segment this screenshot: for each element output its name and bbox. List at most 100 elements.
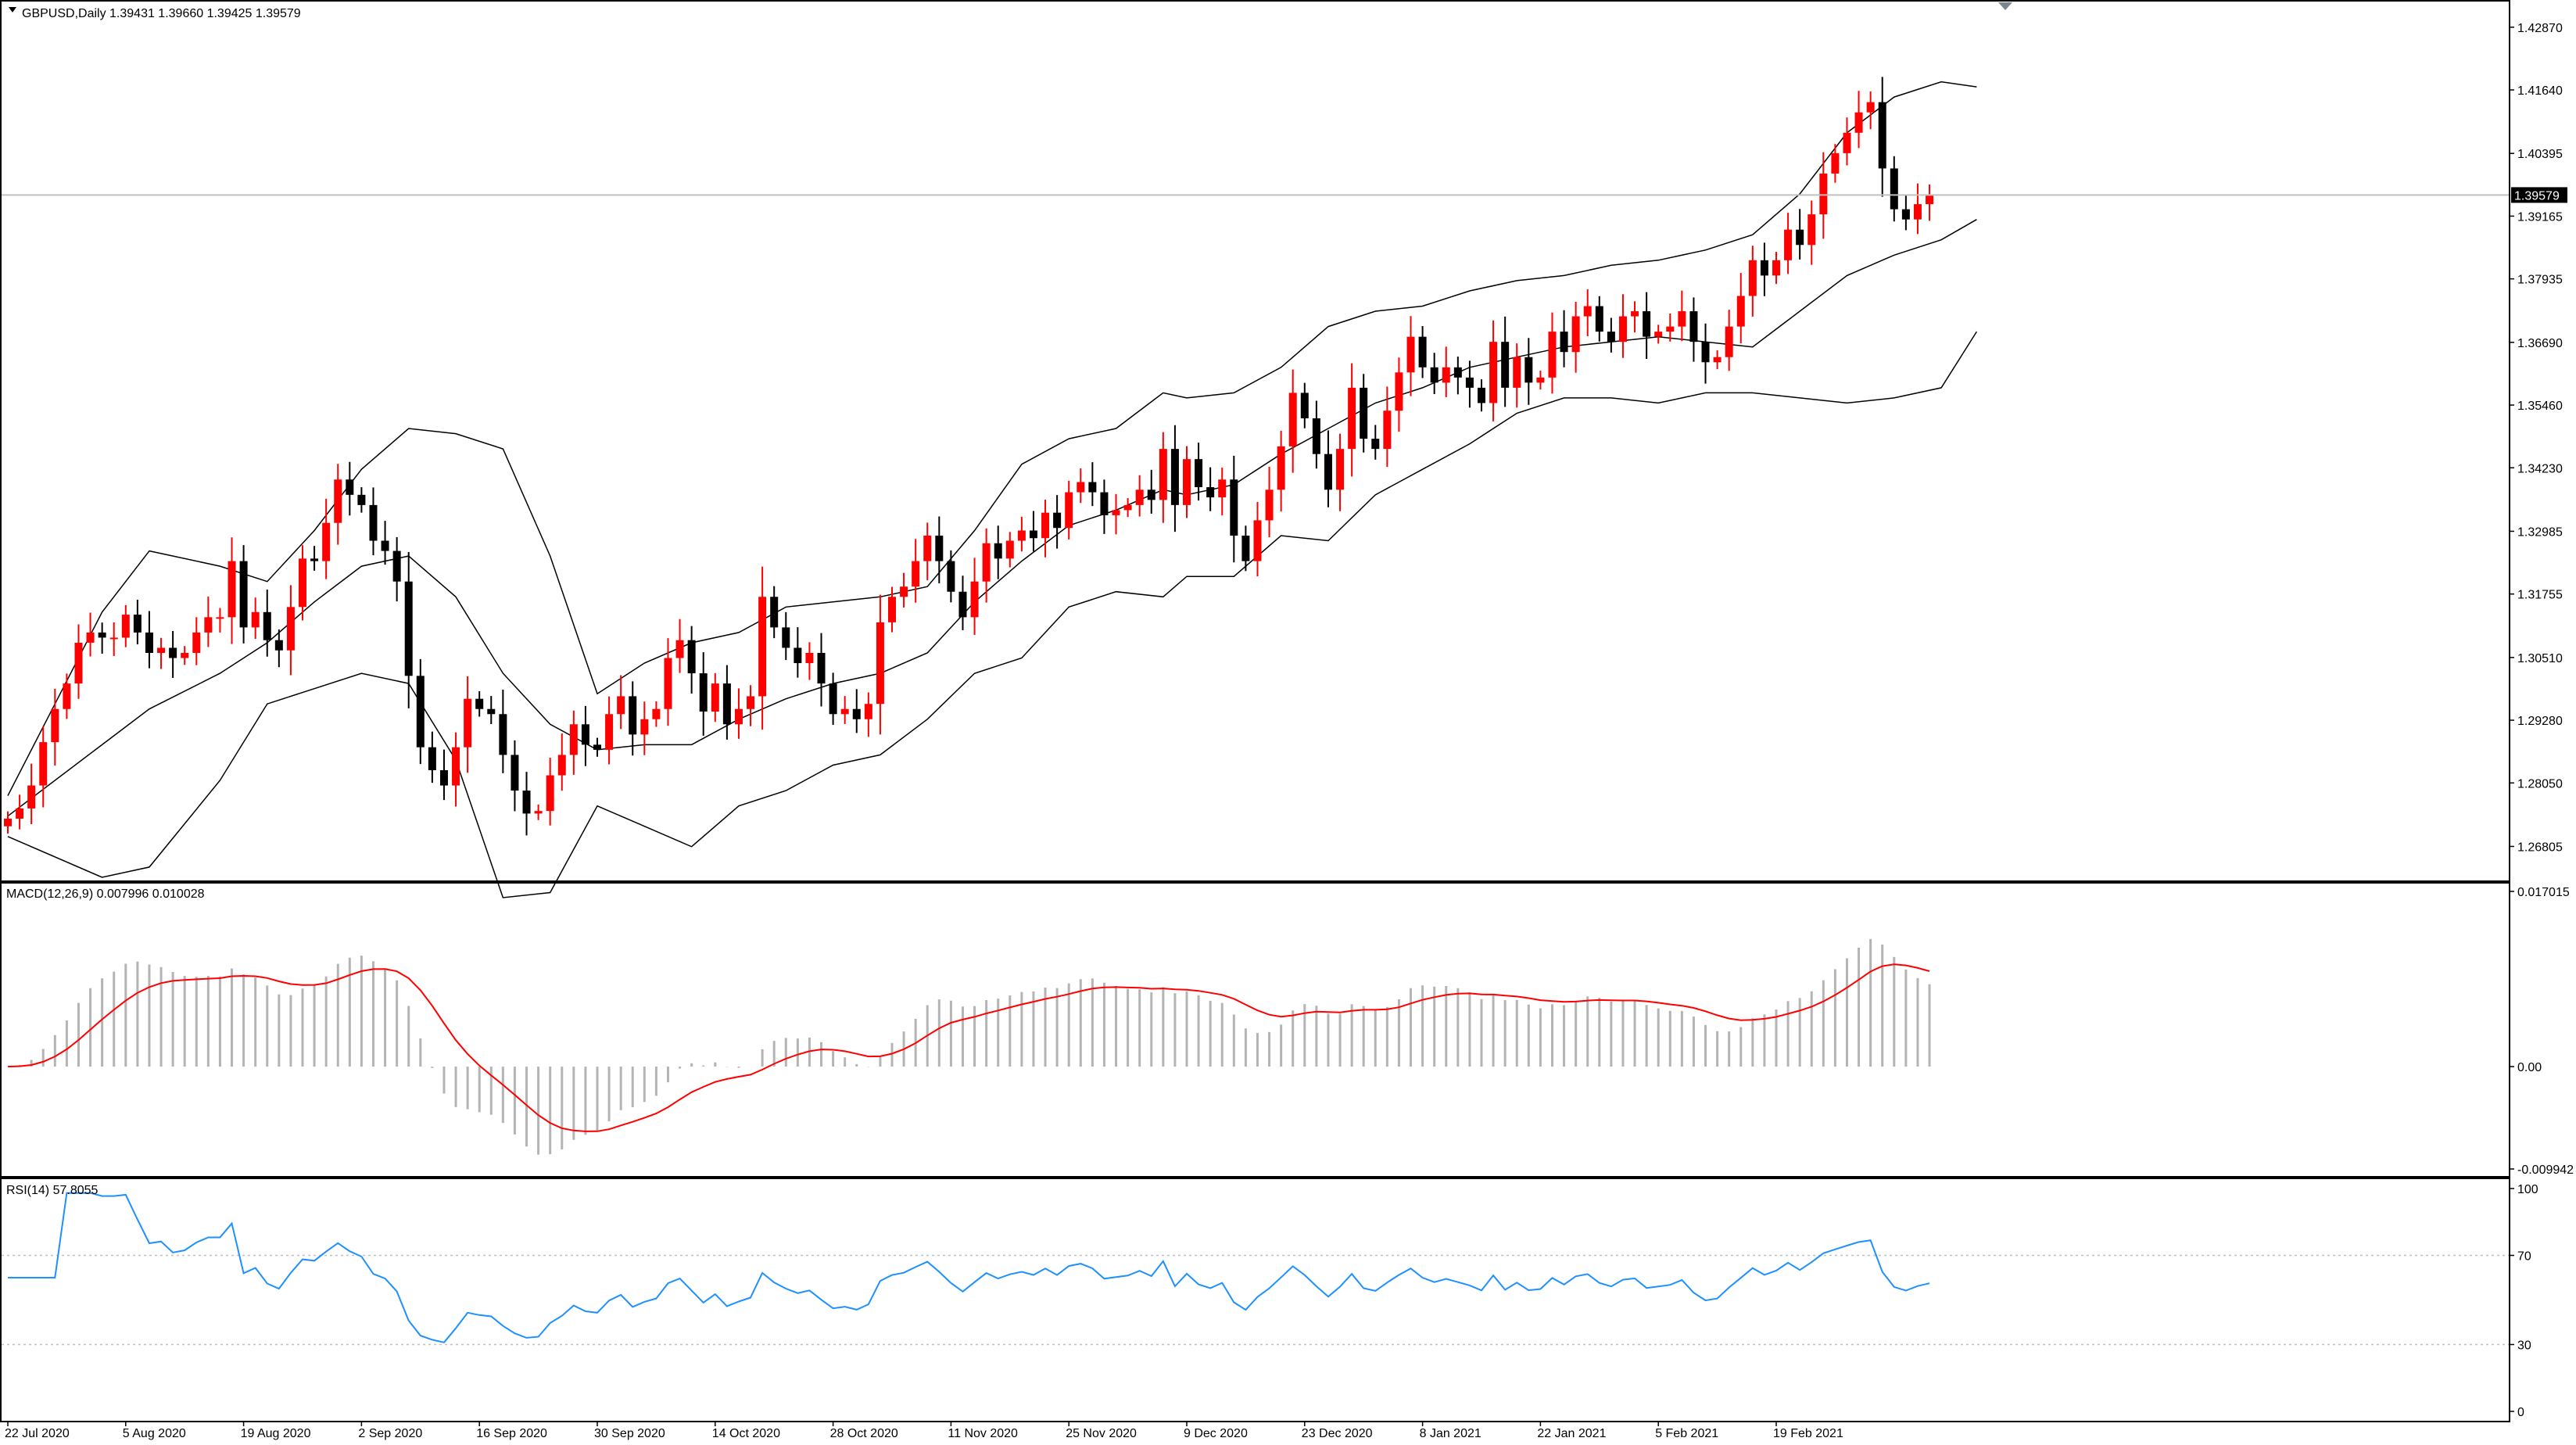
- candle-body: [1065, 492, 1073, 529]
- candle-body: [852, 708, 861, 719]
- candle: [39, 726, 48, 808]
- candle-body: [1854, 112, 1863, 133]
- candle: [499, 689, 507, 773]
- candle: [27, 763, 36, 824]
- candle: [1643, 292, 1651, 360]
- date-axis-label: 19 Aug 2020: [241, 1427, 311, 1440]
- rsi-axis-label: 30: [2517, 1339, 2531, 1353]
- candle-body: [593, 744, 601, 750]
- candle-body: [1513, 357, 1521, 388]
- candle: [888, 586, 896, 633]
- candle-body: [334, 479, 342, 523]
- candle: [1241, 525, 1250, 572]
- current-price-label-box: [2511, 187, 2567, 203]
- candle-body: [499, 714, 507, 755]
- date-axis-label: 23 Dec 2020: [1302, 1427, 1373, 1440]
- date-axis-label: 19 Feb 2021: [1773, 1427, 1843, 1440]
- candle-body: [829, 683, 837, 715]
- candle: [1807, 200, 1816, 265]
- candle-body: [274, 640, 283, 651]
- candle-body: [664, 658, 672, 709]
- candle-body: [1843, 132, 1851, 153]
- candle: [346, 461, 354, 516]
- candle: [1183, 446, 1191, 518]
- candle: [1147, 469, 1155, 514]
- candle-body: [1866, 102, 1875, 113]
- candle: [711, 672, 719, 722]
- candle: [1760, 242, 1768, 296]
- candle: [1277, 430, 1285, 512]
- candle: [675, 619, 684, 673]
- candle-body: [758, 597, 767, 697]
- candle-body: [840, 708, 849, 715]
- candle-body: [864, 704, 872, 719]
- candle: [1418, 325, 1427, 378]
- date-axis-label: 30 Sep 2020: [594, 1427, 665, 1440]
- candle-body: [1418, 336, 1427, 368]
- candle: [1077, 468, 1085, 504]
- candle: [1607, 317, 1615, 353]
- price-axis-label: 1.32985: [2517, 525, 2563, 539]
- candle-body: [522, 791, 531, 814]
- candle: [1430, 353, 1438, 395]
- candle-body: [1796, 229, 1804, 246]
- candle-body: [1666, 326, 1675, 332]
- candle: [1253, 501, 1262, 577]
- candle: [829, 672, 837, 725]
- candle-body: [1253, 520, 1262, 561]
- candle-body: [958, 591, 967, 618]
- candle-body: [239, 561, 248, 628]
- candle-body: [63, 683, 71, 709]
- candle-body: [805, 653, 814, 664]
- candle-body: [1053, 512, 1062, 529]
- candle: [1890, 156, 1898, 222]
- symbol-dropdown-icon[interactable]: [9, 7, 16, 13]
- candle-body: [817, 653, 826, 684]
- price-axis-label: 1.28050: [2517, 777, 2563, 791]
- candle: [322, 498, 331, 579]
- candle: [334, 464, 342, 545]
- candle: [593, 737, 601, 757]
- candle: [782, 611, 790, 661]
- candle-body: [452, 747, 460, 786]
- candle: [629, 681, 637, 756]
- candle: [1383, 386, 1392, 468]
- candle: [699, 652, 708, 736]
- candle: [404, 552, 413, 708]
- candle-body: [1206, 487, 1215, 498]
- candle: [1689, 297, 1698, 362]
- candle: [970, 558, 979, 635]
- candle: [1831, 144, 1840, 183]
- candle-body: [1595, 306, 1603, 332]
- candle-body: [1406, 336, 1415, 373]
- candle: [216, 608, 224, 633]
- candle-body: [346, 479, 354, 495]
- candle: [605, 696, 614, 765]
- candle-body: [1571, 316, 1580, 353]
- date-axis-label: 9 Dec 2020: [1184, 1427, 1248, 1440]
- candle-body: [416, 676, 425, 748]
- date-axis-label: 22 Jan 2021: [1537, 1427, 1606, 1440]
- candle: [4, 811, 12, 834]
- candle: [1501, 316, 1510, 407]
- shift-marker-icon[interactable]: [1998, 2, 2012, 10]
- rsi-axis-label: 70: [2517, 1250, 2531, 1264]
- candle-body: [1430, 367, 1438, 383]
- candle-body: [228, 561, 236, 618]
- candle: [1195, 443, 1203, 501]
- candle: [1843, 117, 1851, 166]
- candle-body: [357, 494, 366, 505]
- candle: [982, 528, 991, 603]
- candle-body: [876, 622, 884, 705]
- price-axis-label: 1.39165: [2517, 210, 2563, 224]
- candle: [794, 627, 802, 678]
- date-axis-label: 14 Oct 2020: [712, 1427, 780, 1440]
- price-axis-label: 1.35460: [2517, 400, 2563, 413]
- candle-body: [1736, 296, 1745, 327]
- price-axis-label: 1.41640: [2517, 84, 2563, 98]
- candle-body: [1878, 102, 1886, 169]
- macd-signal-line: [7, 963, 1930, 1132]
- candle: [1784, 213, 1793, 274]
- candle: [1088, 462, 1097, 507]
